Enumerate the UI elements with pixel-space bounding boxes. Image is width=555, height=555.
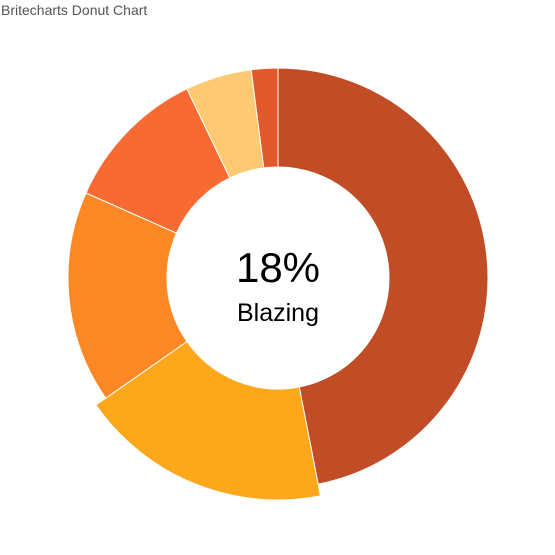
donut-slices bbox=[67, 67, 489, 501]
donut-center-value: 18% bbox=[236, 244, 320, 291]
donut-slice-1[interactable] bbox=[277, 67, 489, 485]
page-title: Britecharts Donut Chart bbox=[1, 2, 148, 18]
donut-slice-3[interactable] bbox=[67, 192, 188, 399]
donut-center-label: Blazing bbox=[237, 299, 319, 327]
donut-slice-6[interactable] bbox=[250, 67, 279, 169]
donut-slice-2[interactable] bbox=[95, 340, 322, 501]
